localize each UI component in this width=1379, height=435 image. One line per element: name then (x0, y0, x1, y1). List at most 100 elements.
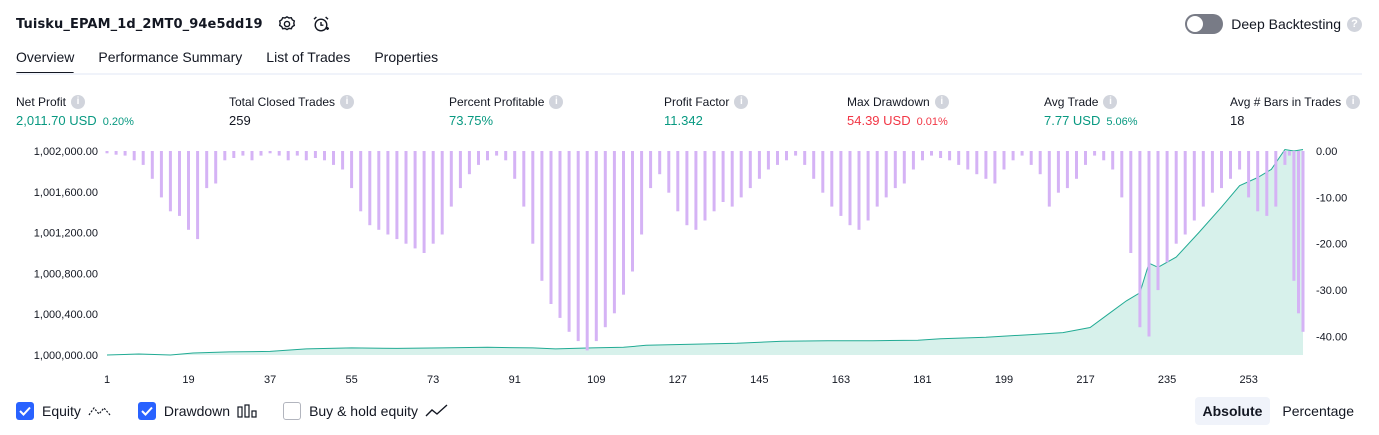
metric-avg-bars: Avg # Bars in Trades i 18 (1230, 93, 1361, 128)
drawdown-bar (504, 151, 508, 161)
drawdown-bar (1102, 151, 1106, 161)
drawdown-bar (703, 151, 707, 221)
drawdown-bar (585, 151, 589, 351)
metric-value: 18 (1230, 113, 1245, 128)
drawdown-bar (105, 151, 109, 154)
legend-drawdown[interactable]: Drawdown (137, 402, 257, 420)
info-icon[interactable]: i (71, 94, 86, 109)
drawdown-bar (730, 151, 734, 207)
drawdown-bar (187, 151, 190, 230)
left-axis: 1,002,000.00 1,001,600.00 1,001,200.00 1,00… (34, 146, 98, 362)
strategy-title: Tuisku_EPAM_1d_2MT0_94e5dd19 (16, 16, 263, 32)
x-tick-label: 91 (509, 374, 521, 386)
drawdown-checkbox[interactable] (137, 402, 156, 420)
drawdown-bar (1220, 151, 1223, 189)
drawdown-bar (449, 151, 453, 207)
drawdown-series (105, 151, 1305, 351)
drawdown-bar (341, 151, 345, 170)
percentage-button[interactable]: Percentage (1282, 403, 1354, 419)
deep-backtesting-label: Deep Backtesting (1231, 16, 1341, 32)
drawdown-bar (1265, 151, 1269, 216)
drawdown-bar (1238, 151, 1242, 170)
info-icon[interactable]: i (549, 94, 564, 109)
tab-properties[interactable]: Properties (374, 49, 439, 65)
drawdown-bar (558, 151, 562, 318)
chart-legend: Equity Drawdown Buy & hold equity (16, 400, 475, 422)
drawdown-bar (567, 151, 571, 332)
x-tick-label: 19 (182, 374, 194, 386)
equity-drawdown-chart[interactable]: 1,002,000.00 1,001,600.00 1,001,200.00 1,00… (0, 140, 1379, 390)
right-axis: 0.00 -10.00 -20.00 -30.00 -40.00 (1316, 146, 1347, 343)
metric-label: Net Profit (16, 94, 67, 109)
metric-value: 2,011.70 USD (16, 113, 97, 128)
info-icon[interactable]: i (734, 94, 749, 109)
metric-total-closed-trades: Total Closed Trades i 259 (229, 93, 355, 128)
drawdown-bar (830, 151, 834, 207)
drawdown-bar (1201, 151, 1205, 207)
metric-value: 7.77 USD (1044, 113, 1101, 128)
right-tick-label: -40.00 (1316, 331, 1347, 343)
drawdown-bar (1129, 151, 1133, 253)
equity-area (107, 149, 1303, 355)
info-icon[interactable]: i (1346, 94, 1361, 109)
drawdown-bar (1287, 151, 1291, 156)
left-tick-label: 1,002,000.00 (34, 146, 98, 158)
metric-value: 54.39 USD (847, 113, 911, 128)
drawdown-bar (748, 151, 752, 189)
settings-icon[interactable] (277, 14, 297, 34)
x-tick-label: 1 (104, 374, 110, 386)
drawdown-bar (513, 151, 517, 179)
drawdown-bar (622, 151, 625, 295)
info-icon[interactable]: i (340, 94, 355, 109)
metric-label: Max Drawdown (847, 94, 930, 109)
tabs-divider (16, 73, 1362, 75)
drawdown-bars-icon (237, 404, 257, 418)
drawdown-bar (694, 151, 698, 230)
drawdown-bar (404, 151, 408, 244)
report-tabs: Overview Performance Summary List of Tra… (16, 44, 462, 75)
drawdown-bar (1011, 151, 1015, 161)
metric-net-profit: Net Profit i 2,011.70 USD 0.20% (16, 93, 134, 128)
x-tick-label: 37 (264, 374, 276, 386)
info-icon[interactable]: i (1103, 94, 1118, 109)
drawdown-bar (685, 151, 689, 226)
drawdown-bar (395, 151, 399, 240)
equity-checkbox[interactable] (16, 402, 34, 420)
metric-percent: 0.20% (102, 116, 134, 128)
buy-hold-checkbox[interactable] (283, 402, 302, 420)
drawdown-bar (1138, 151, 1142, 328)
drawdown-bar (1183, 151, 1187, 235)
drawdown-bar (386, 151, 390, 235)
drawdown-bar (939, 151, 943, 158)
drawdown-bar (1020, 151, 1024, 156)
drawdown-bar (486, 151, 489, 161)
metric-max-drawdown: Max Drawdown i 54.39 USD 0.01% (847, 93, 949, 128)
drawdown-bar (839, 151, 843, 216)
legend-buy-hold-label: Buy & hold equity (309, 403, 419, 419)
drawdown-bar (776, 151, 779, 165)
info-icon[interactable]: i (934, 94, 949, 109)
absolute-button[interactable]: Absolute (1194, 397, 1271, 425)
drawdown-bar (114, 151, 118, 155)
report-header: Tuisku_EPAM_1d_2MT0_94e5dd19 (16, 12, 331, 36)
metric-percent-profitable: Percent Profitable i 73.75% (449, 93, 564, 128)
drawdown-bar (531, 151, 535, 244)
drawdown-bar (178, 151, 181, 216)
drawdown-bar (848, 151, 852, 226)
buy-hold-line-icon (425, 404, 449, 418)
metric-avg-trade: Avg Trade i 7.77 USD 5.06% (1044, 93, 1138, 128)
legend-buy-hold[interactable]: Buy & hold equity (283, 402, 449, 420)
tab-list-of-trades[interactable]: List of Trades (266, 49, 351, 65)
alarm-add-icon[interactable] (311, 14, 331, 34)
equity-line (106, 148, 1304, 356)
legend-equity[interactable]: Equity (16, 402, 112, 420)
drawdown-bar (1093, 151, 1097, 156)
tab-performance-summary[interactable]: Performance Summary (98, 49, 243, 65)
metric-value: 259 (229, 113, 251, 128)
drawdown-bar (766, 151, 770, 170)
deep-backtesting-toggle[interactable] (1185, 14, 1224, 34)
legend-equity-label: Equity (42, 403, 81, 419)
help-icon[interactable]: ? (1347, 16, 1362, 32)
tab-overview[interactable]: Overview (16, 44, 75, 75)
equity-series (106, 148, 1304, 356)
